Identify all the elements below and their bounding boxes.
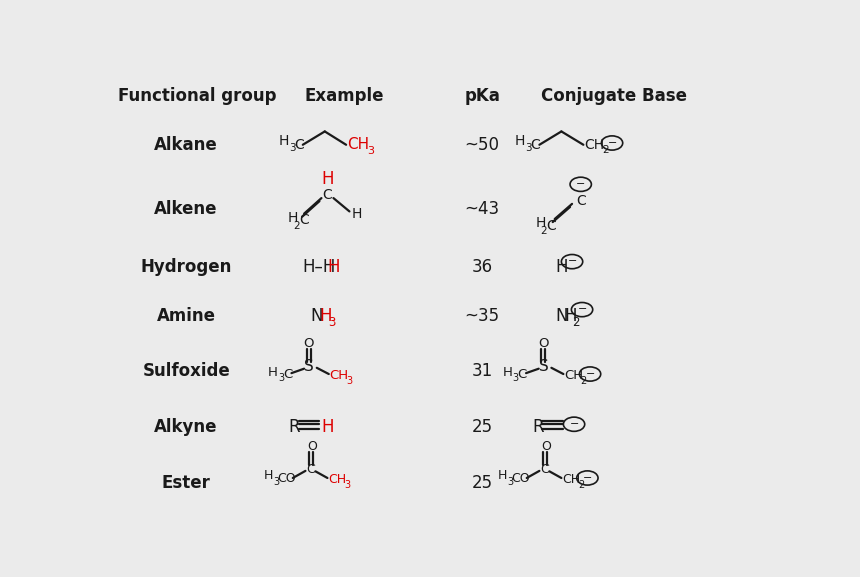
Text: C: C [518, 368, 526, 381]
Text: 3: 3 [513, 373, 519, 384]
Text: 3: 3 [329, 316, 335, 328]
Text: C: C [322, 188, 332, 202]
Text: CH: CH [329, 473, 347, 486]
Text: 3: 3 [278, 373, 285, 384]
Text: Functional group: Functional group [118, 87, 277, 105]
Text: O: O [538, 338, 549, 350]
Text: O: O [541, 440, 551, 454]
Text: Alkyne: Alkyne [155, 418, 218, 436]
Text: C: C [547, 219, 556, 233]
Text: C: C [294, 138, 304, 152]
Text: S: S [538, 359, 549, 374]
Text: Alkene: Alkene [155, 200, 218, 218]
Text: 25: 25 [471, 418, 493, 436]
Text: 3: 3 [346, 376, 353, 386]
Text: 36: 36 [471, 258, 493, 276]
Text: H: H [352, 207, 362, 220]
Text: H: H [515, 134, 525, 148]
Text: Ester: Ester [162, 474, 211, 492]
Text: CH: CH [329, 369, 348, 383]
Text: H: H [498, 469, 507, 482]
Text: C: C [298, 213, 309, 227]
Text: N: N [556, 307, 568, 325]
Text: H: H [287, 211, 298, 225]
Text: C: C [540, 463, 549, 477]
Text: 3: 3 [525, 143, 532, 153]
Text: CH: CH [347, 137, 370, 152]
Text: 25: 25 [471, 474, 493, 492]
Text: ~43: ~43 [464, 200, 500, 218]
Text: 3: 3 [344, 480, 350, 490]
Text: N: N [310, 307, 323, 325]
Text: Example: Example [304, 87, 384, 105]
Text: −: − [583, 473, 592, 482]
Text: S: S [304, 359, 314, 374]
Text: H: H [279, 134, 289, 148]
Text: CO: CO [512, 473, 530, 485]
Text: −: − [577, 304, 587, 314]
Text: H–H: H–H [302, 258, 335, 276]
Text: R: R [289, 418, 300, 436]
Text: −: − [607, 137, 617, 148]
Text: C: C [577, 194, 587, 208]
Text: CO: CO [278, 473, 296, 485]
Text: O: O [307, 440, 317, 454]
Text: 2: 2 [578, 480, 584, 490]
Text: 2: 2 [292, 221, 299, 231]
Text: −: − [569, 419, 579, 429]
Text: H: H [556, 258, 568, 276]
Text: ~35: ~35 [464, 307, 500, 325]
Text: Conjugate Base: Conjugate Base [541, 87, 687, 105]
Text: 2: 2 [580, 376, 587, 386]
Text: 2: 2 [572, 316, 580, 328]
Text: pKa: pKa [464, 87, 500, 105]
Text: CH: CH [562, 473, 581, 486]
Text: Sulfoxide: Sulfoxide [142, 362, 230, 380]
Text: ~50: ~50 [464, 136, 500, 153]
Text: CH: CH [564, 369, 583, 383]
Text: H: H [268, 366, 278, 379]
Text: H: H [319, 307, 332, 325]
Text: C: C [531, 138, 540, 152]
Text: −: − [586, 369, 595, 379]
Text: 3: 3 [507, 477, 513, 486]
Text: H: H [503, 366, 513, 379]
Text: H: H [322, 418, 334, 436]
Text: Amine: Amine [157, 307, 216, 325]
Text: H: H [328, 258, 340, 276]
Text: 3: 3 [289, 143, 296, 153]
Text: 31: 31 [471, 362, 493, 380]
Text: −: − [568, 256, 577, 266]
Text: 3: 3 [367, 145, 374, 156]
Text: 3: 3 [273, 477, 280, 486]
Text: H: H [564, 307, 576, 325]
Text: 2: 2 [602, 145, 609, 155]
Text: H: H [321, 170, 334, 188]
Text: R: R [532, 418, 544, 436]
Text: Hydrogen: Hydrogen [140, 258, 232, 276]
Text: −: − [576, 179, 586, 189]
Text: O: O [304, 338, 314, 350]
Text: C: C [283, 368, 292, 381]
Text: CH: CH [585, 138, 605, 152]
Text: 2: 2 [541, 226, 547, 237]
Text: H: H [536, 216, 546, 230]
Text: H: H [264, 469, 273, 482]
Text: C: C [306, 463, 315, 477]
Text: Alkane: Alkane [154, 136, 218, 153]
